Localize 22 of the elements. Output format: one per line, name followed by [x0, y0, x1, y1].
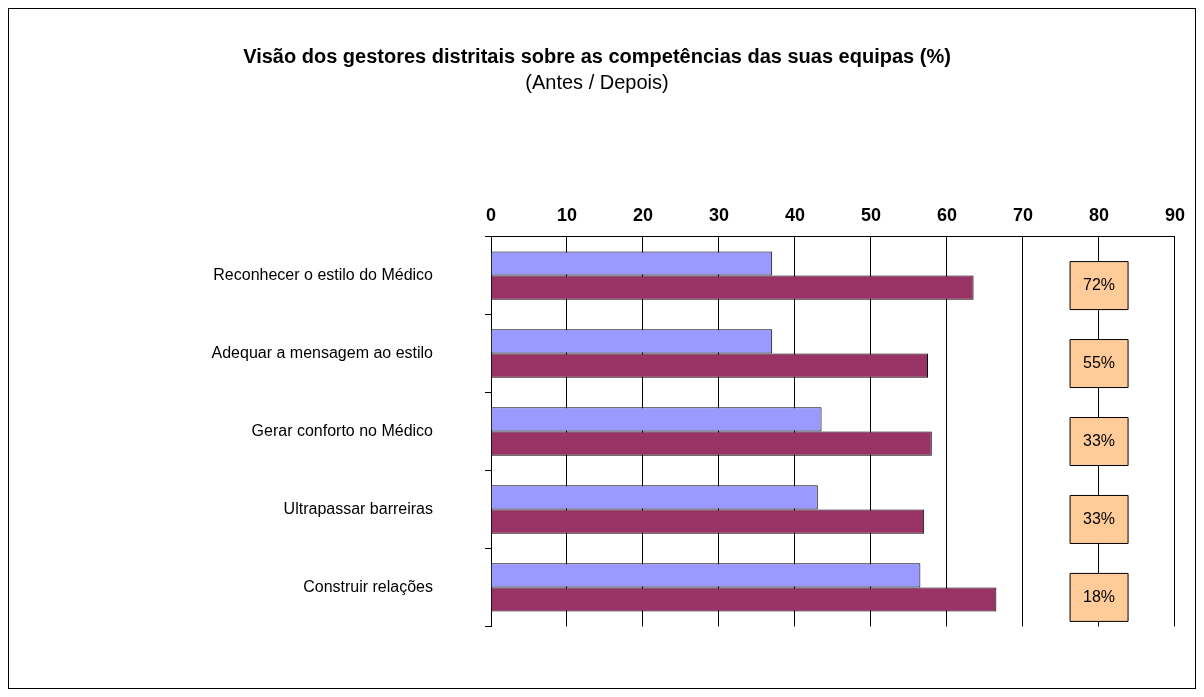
- x-tick-label: 70: [1012, 204, 1034, 225]
- x-tick-label: 60: [936, 204, 958, 225]
- chart-subtitle: (Antes / Depois): [525, 70, 669, 93]
- annotation: 33%: [1083, 509, 1116, 527]
- y-tick-label: Reconhecer o estilo do Médico: [213, 265, 434, 283]
- y-tick-label: Adequar a mensagem ao estilo: [211, 343, 434, 361]
- x-tick-label: 40: [784, 204, 806, 225]
- x-tick-label: 20: [632, 204, 654, 225]
- x-tick-label: 80: [1088, 204, 1110, 225]
- x-tick-label: 90: [1164, 204, 1185, 225]
- y-tick-label: Ultrapassar barreiras: [283, 499, 433, 517]
- x-tick-label: 0: [485, 204, 497, 225]
- x-tick-label: 50: [860, 204, 882, 225]
- annotation: 18%: [1083, 587, 1116, 605]
- x-tick-label: 10: [556, 204, 578, 225]
- annotation: 72%: [1083, 275, 1116, 293]
- annotation: 55%: [1083, 353, 1116, 371]
- y-tick-label: Construir relações: [303, 577, 433, 595]
- y-tick-label: Gerar conforto no Médico: [251, 421, 434, 439]
- chart-title: Visão dos gestores distritais sobre as competências das suas equipas (%): [243, 44, 951, 67]
- x-tick-label: 30: [708, 204, 730, 225]
- annotation: 33%: [1083, 431, 1116, 449]
